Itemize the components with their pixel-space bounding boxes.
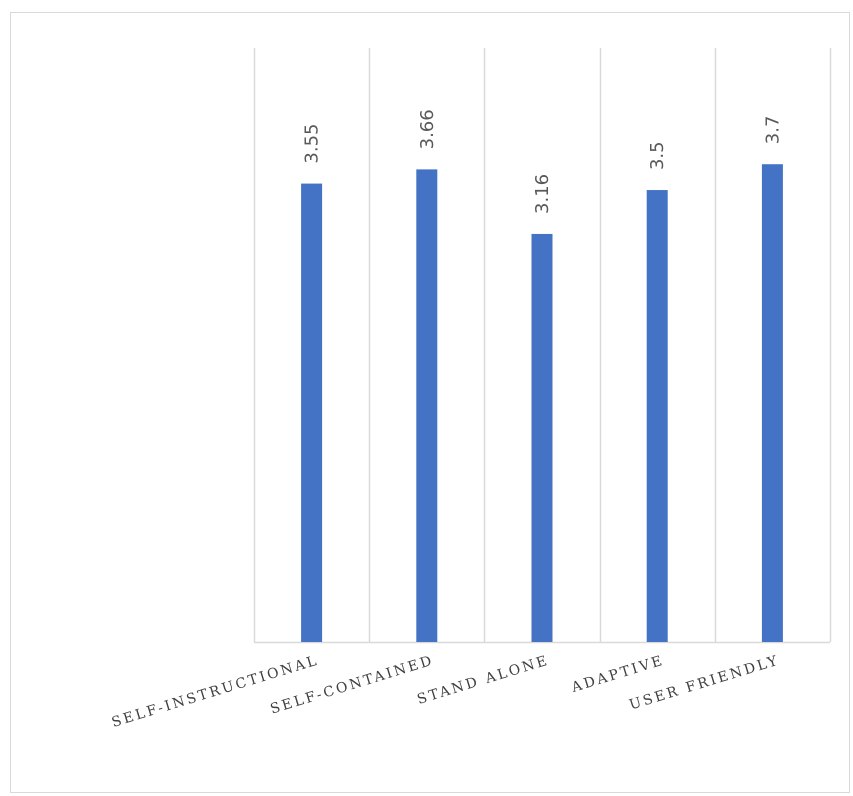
data-label: 3.66 (417, 109, 438, 149)
category-label: SELF-INSTRUCTIONAL (110, 653, 321, 731)
gridlines (253, 48, 832, 642)
bar (761, 164, 783, 642)
category-label: STAND ALONE (415, 653, 551, 708)
bar (531, 233, 553, 643)
bar (301, 183, 323, 642)
data-label: 3.7 (762, 116, 783, 145)
bar (646, 190, 668, 643)
category-label: ADAPTIVE (569, 653, 667, 697)
data-labels: 3.55 3.66 3.16 3.5 3.7 (302, 109, 784, 214)
bars (301, 164, 783, 643)
bar (416, 169, 438, 642)
data-label: 3.16 (532, 174, 553, 214)
data-label: 3.5 (647, 141, 668, 170)
data-label: 3.55 (302, 124, 323, 164)
